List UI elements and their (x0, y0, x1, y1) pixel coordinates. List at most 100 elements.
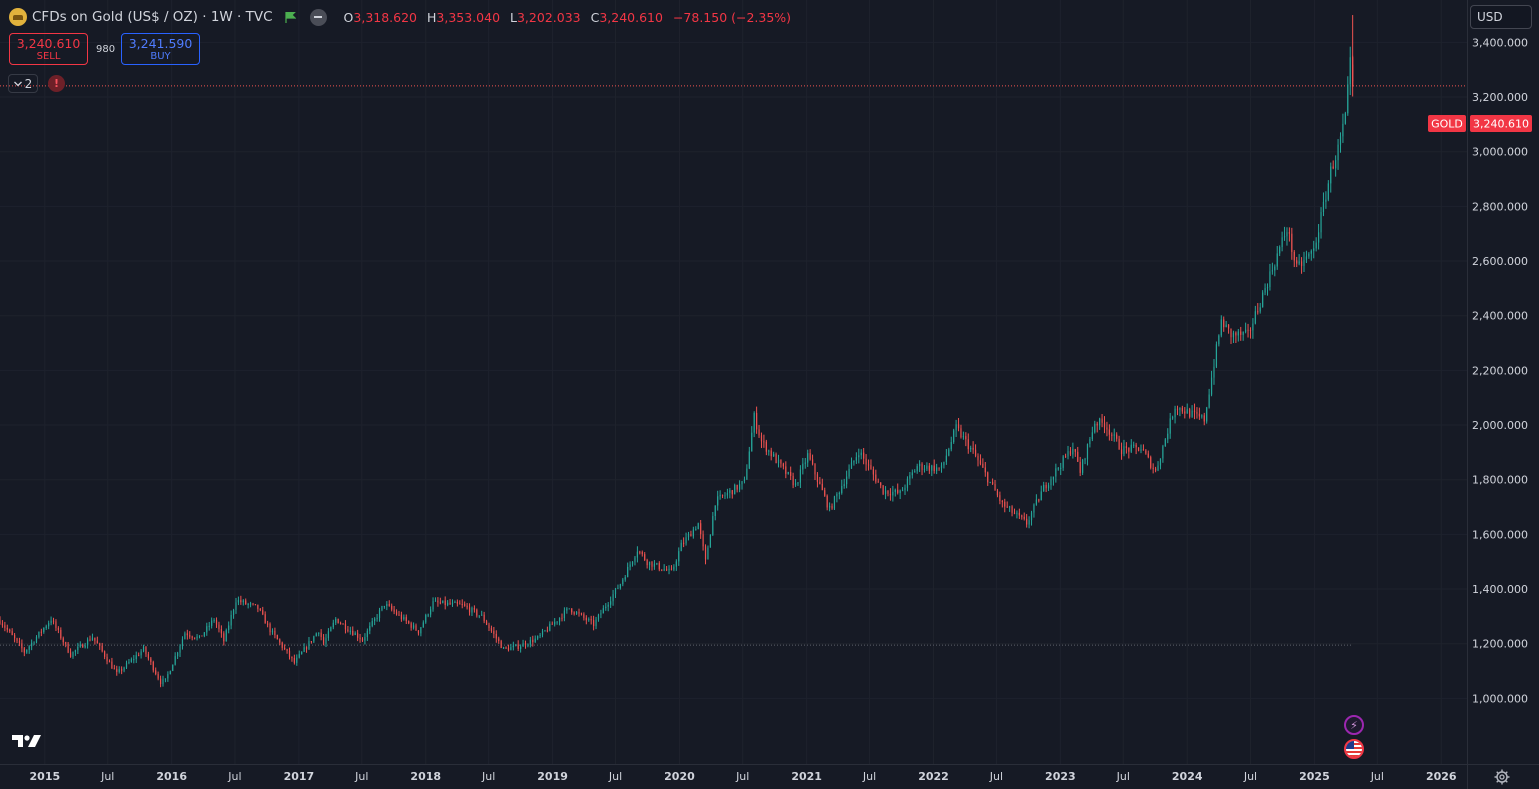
candle-body (695, 529, 697, 531)
tradingview-logo-icon[interactable] (12, 733, 44, 749)
candle-body (405, 617, 407, 622)
candle-body (678, 551, 680, 562)
candle-body (121, 669, 123, 671)
warning-icon[interactable]: ! (48, 75, 65, 92)
candle-body (515, 644, 517, 646)
candle-body (512, 645, 514, 648)
candle-body (337, 618, 339, 624)
candle-body (198, 635, 201, 637)
currency-select[interactable]: USD (1470, 5, 1532, 29)
candle-body (1067, 451, 1069, 457)
x-tick-label: 2018 (410, 770, 441, 783)
candle-body (1184, 411, 1186, 414)
hide-legend-icon[interactable] (309, 8, 327, 26)
x-tick-label: Jul (1243, 770, 1257, 783)
candle-body (1103, 422, 1106, 428)
candle-body (420, 627, 422, 634)
candle-body (748, 451, 750, 469)
price-axis[interactable]: 1,000.000 1,200.000 1,400.000 1,600.000 1,80… (1472, 36, 1528, 705)
candle-body (558, 617, 561, 622)
candle-body (566, 608, 568, 611)
y-tick-label: 1,000.000 (1472, 692, 1528, 705)
x-tick-label: 2016 (156, 770, 187, 783)
candle-body (619, 584, 621, 589)
candle-body (768, 450, 770, 452)
candle-body (366, 630, 368, 638)
us-flag-event-icon[interactable] (1344, 739, 1364, 759)
low-value: 3,202.033 (516, 9, 581, 25)
candle-body (1047, 485, 1050, 489)
candle-body (1106, 427, 1108, 430)
candles (0, 15, 1354, 688)
candle-body (1325, 199, 1327, 202)
candle-body (1130, 444, 1132, 452)
gear-icon[interactable] (1494, 769, 1510, 785)
interval-label[interactable]: 1W (210, 9, 233, 25)
lightning-event-icon[interactable]: ⚡ (1344, 715, 1364, 735)
candle-body (162, 679, 164, 685)
candle-body (82, 644, 84, 648)
candle-body (84, 645, 86, 648)
candle-body (1043, 484, 1045, 492)
candle-body (281, 642, 283, 648)
candle-body (1225, 324, 1227, 328)
candle-body (383, 605, 385, 607)
candle-body (575, 612, 578, 614)
candle-body (111, 661, 113, 669)
candle-body (267, 623, 269, 625)
candle-body (585, 617, 587, 621)
x-tick-label: 2026 (1426, 770, 1457, 783)
candle-body (846, 476, 848, 485)
indicators-toggle-button[interactable]: 2 (8, 74, 38, 93)
candle-body (138, 655, 140, 657)
candle-body (551, 623, 553, 625)
candle-body (1169, 418, 1171, 434)
sell-button[interactable]: 3,240.610 SELL (9, 33, 88, 65)
candle-body (152, 661, 154, 671)
candle-body (955, 424, 957, 431)
candle-body (1118, 438, 1120, 450)
candle-body (974, 449, 977, 456)
candle-body (1347, 84, 1349, 114)
candle-body (1162, 446, 1164, 459)
candle-body (799, 469, 802, 483)
candle-body (692, 529, 694, 537)
candle-body (1298, 261, 1300, 264)
candle-body (770, 450, 772, 457)
buy-button[interactable]: 3,241.590 BUY (121, 33, 200, 65)
symbol-legend[interactable]: CFDs on Gold (US$ / OZ) · 1W · TVC O3,31… (9, 6, 797, 28)
candle-body (357, 633, 359, 638)
candle-body (1018, 512, 1020, 516)
candle-body (814, 464, 816, 475)
time-axis[interactable]: 2015 Jul 2016 Jul 2017 Jul 2018 Jul 2019 Jul 2020 J… (30, 770, 1457, 783)
candle-body (1181, 407, 1183, 412)
candle-body (914, 471, 916, 473)
candle-body (736, 484, 738, 490)
candle-body (938, 467, 940, 469)
x-tick-label: 2022 (918, 770, 949, 783)
candle-body (1091, 432, 1093, 440)
candle-body (60, 629, 62, 639)
candle-body (721, 494, 724, 496)
x-tick-label: 2019 (537, 770, 568, 783)
candle-body (517, 644, 519, 649)
candle-body (1089, 439, 1091, 445)
candle-body (403, 617, 405, 620)
x-tick-label: 2020 (664, 770, 695, 783)
price-tag-symbol: GOLD (1431, 118, 1463, 131)
candle-body (201, 635, 203, 637)
candle-body (155, 670, 157, 675)
candle-body (644, 554, 646, 560)
candle-body (1293, 251, 1295, 261)
candle-body (600, 613, 602, 615)
symbol-title[interactable]: CFDs on Gold (US$ / OZ) (32, 9, 198, 25)
candle-body (444, 600, 446, 606)
candle-body (717, 496, 719, 506)
x-tick-label: Jul (608, 770, 622, 783)
candle-body (125, 662, 128, 668)
candle-body (505, 647, 507, 649)
candle-body (1337, 144, 1339, 161)
candle-body (838, 492, 840, 494)
market-status-flag-icon[interactable] (284, 11, 296, 23)
